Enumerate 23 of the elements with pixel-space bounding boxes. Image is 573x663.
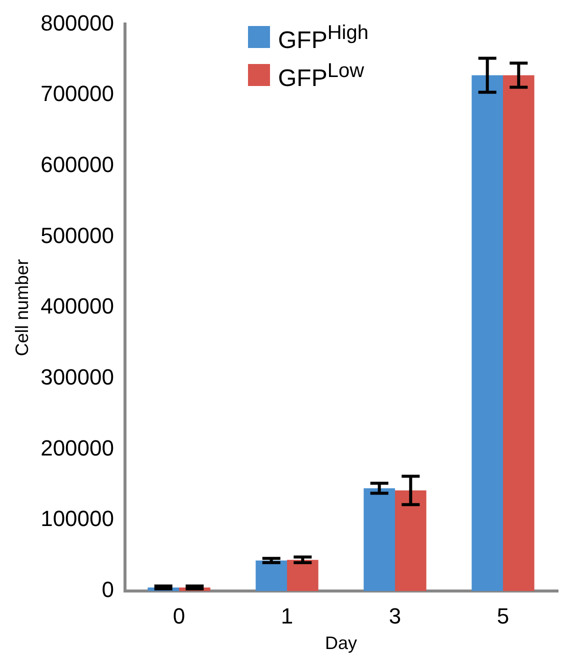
x-tick-label: 5 [496, 603, 510, 628]
y-axis-title: Cell number [12, 259, 32, 356]
y-tick-label: 500000 [40, 222, 114, 248]
bar [472, 75, 503, 591]
x-axis-title: Day [325, 633, 358, 654]
x-tick-label: 1 [280, 603, 294, 628]
y-tick-label: 100000 [40, 506, 114, 532]
x-tick-label: 0 [172, 603, 186, 628]
bar [503, 75, 534, 591]
y-tick-label: 800000 [40, 10, 114, 36]
y-tick-label: 400000 [40, 294, 114, 319]
bar [287, 560, 318, 591]
y-tick-label: 200000 [40, 435, 114, 460]
bar [256, 560, 288, 591]
y-tick-label: 0 [102, 577, 114, 602]
x-tick-label: 3 [388, 603, 402, 628]
bar [395, 490, 426, 591]
legend-label: GFP$^{High}$ [278, 21, 368, 56]
y-tick-label: 700000 [40, 81, 114, 106]
legend-label: GFP$^{Low}$ [278, 59, 364, 94]
y-tick-label: 600000 [40, 152, 114, 177]
bar [364, 488, 396, 591]
y-tick-label: 300000 [40, 364, 114, 390]
